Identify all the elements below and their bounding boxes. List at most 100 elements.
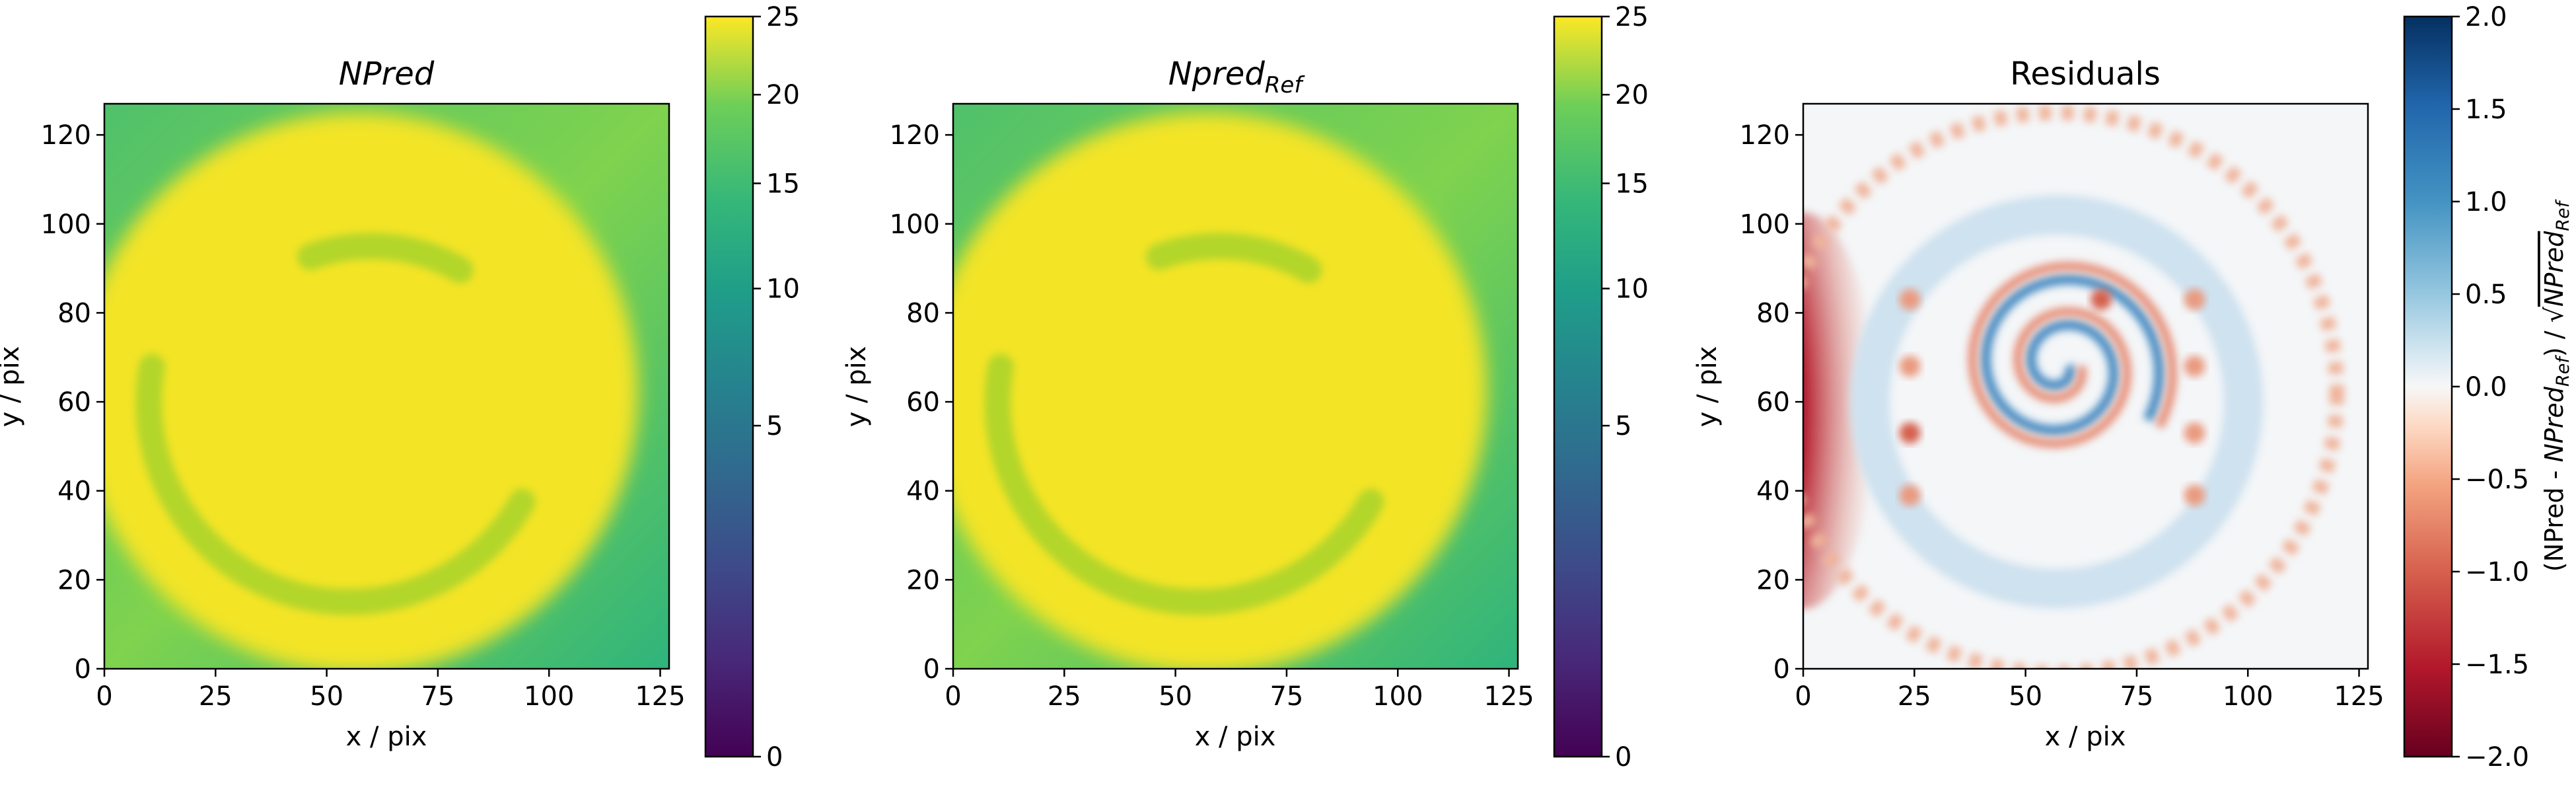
x-tick-label: 25 <box>1048 681 1081 712</box>
x-tick-label: 125 <box>1484 681 1534 712</box>
residual-spot <box>2184 422 2205 444</box>
colorbar-tick-label: 0.0 <box>2465 372 2507 402</box>
x-tick-label: 50 <box>310 681 343 712</box>
npred-ref-x-ticks: 0 25 50 75 100 125 <box>945 669 1534 712</box>
residual-spot <box>1899 356 1921 377</box>
npred-image <box>104 104 669 669</box>
x-tick-label: 100 <box>1373 681 1423 712</box>
x-tick-label: 0 <box>1795 681 1811 712</box>
bright-arc <box>1145 233 1322 283</box>
npred-ref-arcs <box>984 233 1384 615</box>
colorbar-tick-label: 5 <box>1615 411 1631 441</box>
cb-label-part-0: (NPred - <box>2540 463 2569 572</box>
y-tick-label: 120 <box>1740 120 1790 151</box>
cb-label-part-1: NPred <box>2540 386 2569 462</box>
npred-ref-image <box>953 104 1518 669</box>
npred-x-ticks: 0 25 50 75 100 125 <box>96 669 686 712</box>
npred-x-label: x / pix <box>346 722 427 752</box>
npred-ref-title-sub: Ref <box>1265 72 1306 98</box>
y-tick-label: 20 <box>906 565 940 595</box>
y-tick-label: 80 <box>1756 298 1790 328</box>
residuals-image <box>1803 104 2368 669</box>
bright-arc <box>297 233 474 283</box>
colorbar-tick-label: 25 <box>766 2 800 32</box>
npred-ref-x-label: x / pix <box>1195 722 1276 752</box>
y-tick-label: 120 <box>41 120 91 151</box>
y-tick-label: 100 <box>1740 209 1790 240</box>
colorbar-tick-label: 0 <box>1615 742 1631 773</box>
npred-ref-colorbar <box>1553 15 1603 758</box>
x-tick-label: 50 <box>1159 681 1192 712</box>
residuals-y-ticks: 0 20 40 60 80 100 120 <box>1740 120 1803 685</box>
y-tick-label: 100 <box>890 209 940 240</box>
colorbar-tick-label: 0.5 <box>2465 280 2507 310</box>
x-tick-label: 25 <box>199 681 233 712</box>
residual-spot <box>1899 422 1921 444</box>
colorbar-tick-label: −1.0 <box>2465 557 2529 587</box>
y-tick-label: 80 <box>57 298 91 328</box>
y-tick-label: 20 <box>57 565 91 595</box>
npred-ref-colorbar-ticks: 0 5 10 15 20 25 <box>1602 2 1649 773</box>
x-tick-label: 0 <box>945 681 961 712</box>
cb-label-part-5: Ref <box>2553 199 2573 231</box>
residuals-colorbar-label: (NPred - NPredRef) / √NPredRef <box>2540 199 2573 572</box>
panel-residuals: Residuals 0 25 50 75 100 125 020406080100120 … <box>1692 2 2573 773</box>
npred-ref-frame <box>952 102 1519 670</box>
y-tick-label: 0 <box>923 654 940 685</box>
x-tick-label: 75 <box>421 681 454 712</box>
colorbar-tick-label: −0.5 <box>2465 465 2529 495</box>
npred-y-ticks: 0 20 40 60 80 100 120 <box>41 120 104 685</box>
x-tick-label: 75 <box>1270 681 1303 712</box>
colorbar-tick-label: 1.0 <box>2465 187 2507 217</box>
x-tick-label: 50 <box>2009 681 2042 712</box>
y-tick-label: 40 <box>1756 476 1790 507</box>
x-tick-label: 125 <box>635 681 685 712</box>
outer-ring-residual <box>1803 105 2344 669</box>
residuals-x-label: x / pix <box>2045 722 2126 752</box>
y-tick-label: 0 <box>75 654 91 685</box>
y-tick-label: 40 <box>906 476 940 507</box>
residuals-title: Residuals <box>2010 56 2161 93</box>
bright-arc <box>984 354 1384 615</box>
cb-label-part-3: ) / √ <box>2540 306 2569 357</box>
colorbar-tick-label: −1.5 <box>2465 650 2529 680</box>
colorbar-tick-label: 0 <box>766 742 783 773</box>
bright-arc <box>135 354 536 616</box>
colorbar-tick-label: 15 <box>1615 169 1649 199</box>
colorbar-tick-label: 5 <box>766 411 783 441</box>
npred-arcs <box>135 233 536 616</box>
spiral-residual-blue <box>1980 274 2165 436</box>
npred-ref-y-label: y / pix <box>841 346 872 428</box>
residuals-colorbar <box>2403 15 2453 758</box>
colorbar-tick-label: 20 <box>1615 80 1649 110</box>
y-tick-label: 80 <box>906 298 940 328</box>
x-tick-label: 25 <box>1898 681 1931 712</box>
residual-spot <box>1899 484 1921 506</box>
residual-spot <box>2184 289 2205 311</box>
x-tick-label: 100 <box>524 681 574 712</box>
colorbar-tick-label: 25 <box>1615 2 1649 32</box>
x-tick-label: 100 <box>2223 681 2273 712</box>
residuals-features <box>1803 105 2344 669</box>
y-tick-label: 0 <box>1773 654 1790 685</box>
residual-spot <box>2091 289 2112 311</box>
y-tick-label: 20 <box>1756 565 1790 595</box>
cb-label-part-4: NPred <box>2540 231 2569 307</box>
colorbar-tick-label: 20 <box>766 80 800 110</box>
residual-spot <box>1899 289 1921 311</box>
residuals-y-label: y / pix <box>1692 346 1723 428</box>
x-tick-label: 0 <box>96 681 112 712</box>
y-tick-label: 100 <box>41 209 91 240</box>
colorbar-tick-label: 10 <box>1615 274 1649 305</box>
y-tick-label: 60 <box>1756 387 1790 418</box>
x-tick-label: 125 <box>2334 681 2384 712</box>
npred-y-label: y / pix <box>0 346 25 428</box>
npred-title: NPred <box>339 56 435 93</box>
npred-ref-title-main: Npred <box>1168 56 1266 93</box>
y-tick-label: 40 <box>57 476 91 507</box>
residual-spot <box>2184 484 2205 506</box>
residuals-colorbar-ticks: −2.0 −1.5 −1.0 −0.5 0.0 0.5 1.0 1.5 2.0 <box>2452 2 2529 773</box>
